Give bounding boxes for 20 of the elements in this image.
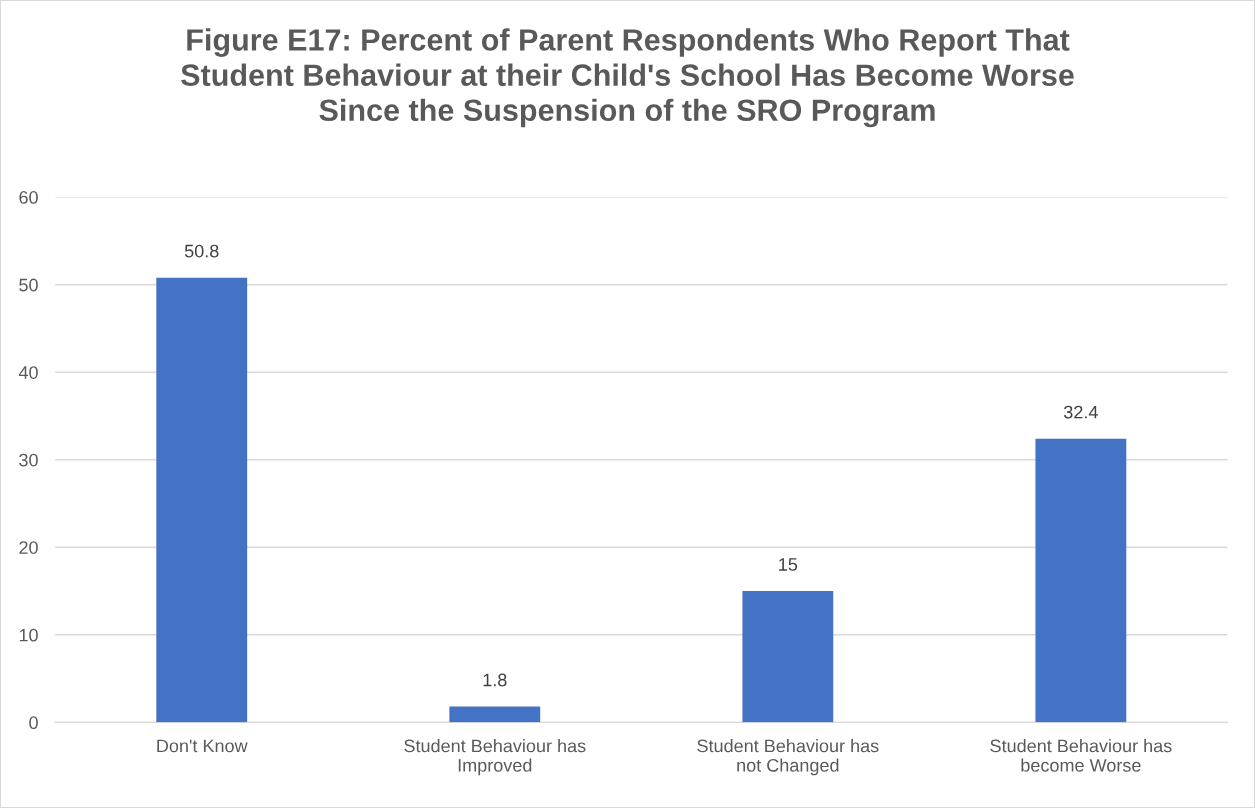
bar (449, 706, 541, 723)
x-tick-label: Student Behaviour has not Changed (697, 739, 879, 776)
y-tick-label: 50 (19, 278, 38, 292)
data-label: 1.8 (483, 673, 507, 687)
bar (156, 277, 248, 723)
y-tick-label: 20 (19, 541, 38, 555)
chart-title: Figure E17: Percent of Parent Respondents Who Report That Student Behaviour at their Child's School Has Become Worse Since the Suspension of the SRO Program (181, 28, 1074, 128)
bar (742, 591, 834, 723)
data-label: 15 (779, 558, 798, 571)
x-tick-label: Don't Know (157, 739, 248, 753)
y-tick-label: 60 (19, 191, 38, 204)
data-label: 32.4 (1063, 405, 1098, 419)
data-label: 50.8 (184, 244, 219, 258)
x-tick-label: Student Behaviour has become Worse (990, 739, 1172, 772)
y-tick-label: 30 (19, 453, 38, 467)
y-tick-label: 40 (18, 366, 38, 379)
y-tick-label: 0 (29, 716, 38, 730)
bar (1035, 438, 1127, 723)
y-tick-label: 10 (19, 628, 38, 642)
x-tick-label: Student Behaviour has Improved (404, 739, 586, 776)
